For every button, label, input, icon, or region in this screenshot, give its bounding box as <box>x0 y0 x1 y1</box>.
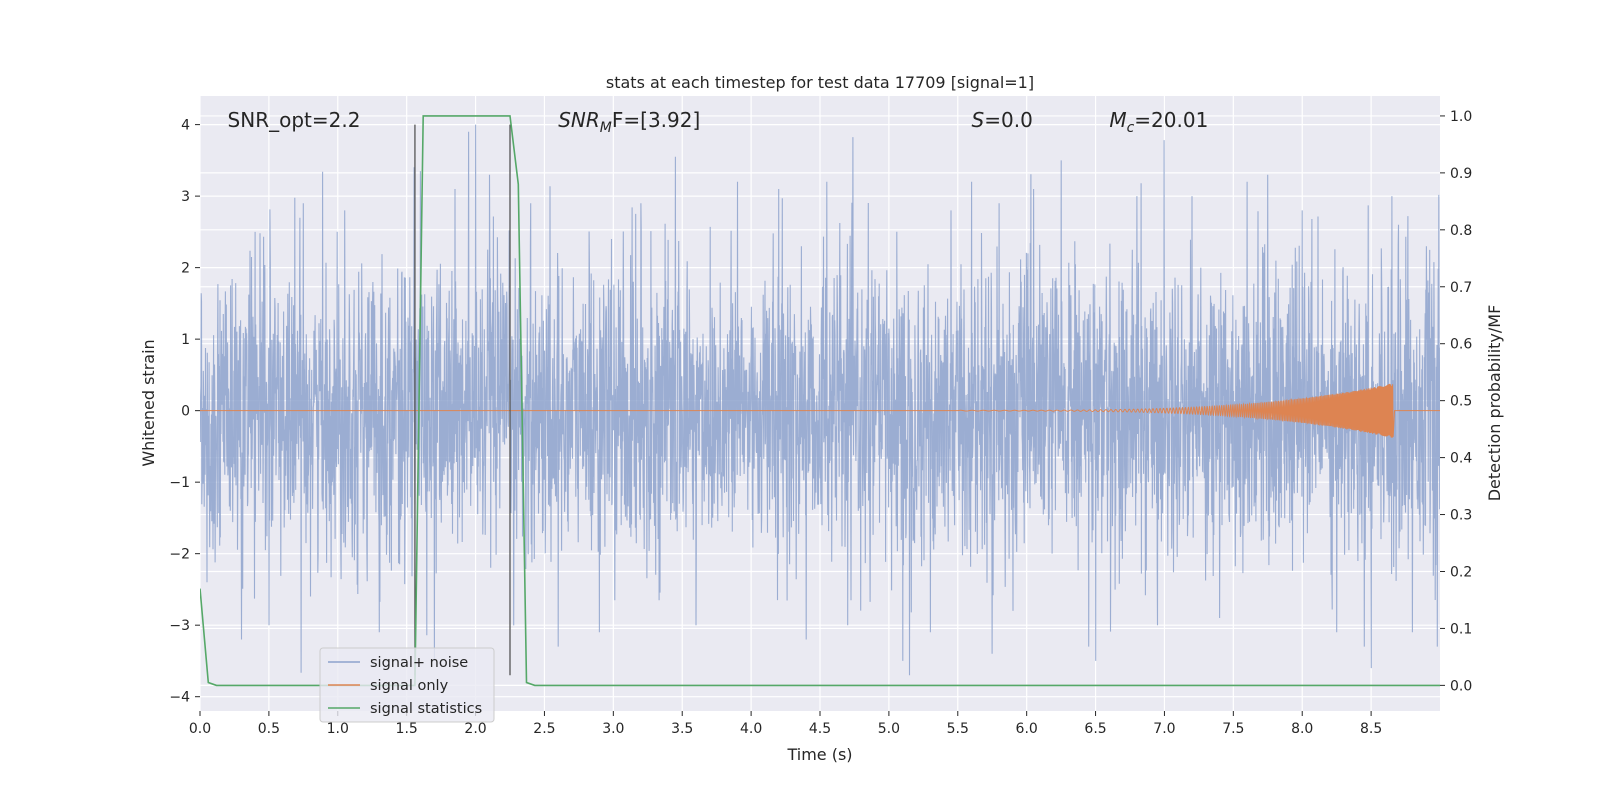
legend-label-signal-statistics: signal statistics <box>370 701 482 717</box>
y-axis-label: Whitened strain <box>139 339 158 466</box>
x-axis-ticks: 0.0 0.5 1.0 1.5 2.0 2.5 3.0 3.5 4.0 4.5 5.0 5.5 6.0 6… <box>189 711 1382 737</box>
x-tick-label: 3.0 <box>602 721 624 737</box>
series-signal-only-line <box>200 383 1440 438</box>
x-tick-label: 0.0 <box>189 721 211 737</box>
y-tick-label: 2 <box>181 261 190 277</box>
series-signal-statistics-line <box>200 115 1440 687</box>
x-tick-label: 5.0 <box>878 721 900 737</box>
series-signal-noise-line <box>200 124 1440 676</box>
x-tick-label: 1.5 <box>396 721 418 737</box>
y2-tick-label: 0.1 <box>1450 621 1472 637</box>
x-tick-label: 6.0 <box>1016 721 1038 737</box>
y2-tick-label: 0.0 <box>1450 678 1472 694</box>
x-tick-label: 4.0 <box>740 721 762 737</box>
y-tick-label: 0 <box>181 404 190 420</box>
chart-title: stats at each timestep for test data 177… <box>606 73 1034 92</box>
y2-axis-label: Detection probability/MF <box>1485 305 1504 502</box>
x-tick-label: 8.5 <box>1360 721 1382 737</box>
y2-tick-label: 0.5 <box>1450 394 1472 410</box>
vertical-markers <box>414 124 511 676</box>
y-tick-label: −1 <box>169 475 190 491</box>
y-tick-label: 3 <box>181 189 190 205</box>
x-tick-label: 3.5 <box>671 721 693 737</box>
y-tick-label: −2 <box>169 547 190 563</box>
annotation-chirp-mass: Mc=20.01 <box>1109 108 1208 136</box>
y-tick-label: 4 <box>181 118 190 134</box>
y2-tick-label: 0.9 <box>1450 166 1472 182</box>
x-tick-label: 7.5 <box>1222 721 1244 737</box>
x-tick-label: 1.0 <box>327 721 349 737</box>
x-tick-label: 6.5 <box>1084 721 1106 737</box>
legend-box <box>319 647 495 723</box>
annotation-snr-mf: SNRMF=[3.92] <box>558 108 700 136</box>
annotation-snr-opt: SNR_opt=2.2 <box>228 108 361 132</box>
x-tick-label: 2.5 <box>533 721 555 737</box>
y2-tick-label: 0.7 <box>1450 280 1472 296</box>
x-tick-label: 0.5 <box>258 721 280 737</box>
y2-axis-ticks: 1.0 0.9 0.8 0.7 0.6 0.5 0.4 0.3 0.2 0.1 0.0 <box>1440 109 1472 694</box>
y-axis-ticks: 4 3 2 1 0 −1 −2 −3 −4 <box>169 118 200 706</box>
y2-tick-label: 0.3 <box>1450 508 1472 524</box>
annotation-s-stat: S=0.0 <box>972 108 1033 132</box>
y-tick-label: −4 <box>169 690 190 706</box>
x-tick-label: 4.5 <box>809 721 831 737</box>
y2-tick-label: 0.4 <box>1450 451 1472 467</box>
x-axis-label: Time (s) <box>786 745 852 764</box>
y2-tick-label: 0.8 <box>1450 223 1472 239</box>
legend: signal+ noise signal only signal statist… <box>319 647 495 723</box>
y2-tick-label: 0.2 <box>1450 564 1472 580</box>
x-tick-label: 8.0 <box>1291 721 1313 737</box>
y2-tick-label: 0.6 <box>1450 337 1472 353</box>
x-tick-label: 2.0 <box>464 721 486 737</box>
y-tick-label: 1 <box>181 332 190 348</box>
legend-label-signal-noise: signal+ noise <box>370 655 468 671</box>
y2-tick-label: 1.0 <box>1450 109 1472 125</box>
legend-label-signal-only: signal only <box>370 678 449 694</box>
annotations: SNR_opt=2.2 SNRMF=[3.92] S=0.0 Mc=20.01 <box>228 108 1209 136</box>
x-tick-label: 5.5 <box>947 721 969 737</box>
x-tick-label: 7.0 <box>1153 721 1175 737</box>
y-tick-label: −3 <box>169 618 190 634</box>
